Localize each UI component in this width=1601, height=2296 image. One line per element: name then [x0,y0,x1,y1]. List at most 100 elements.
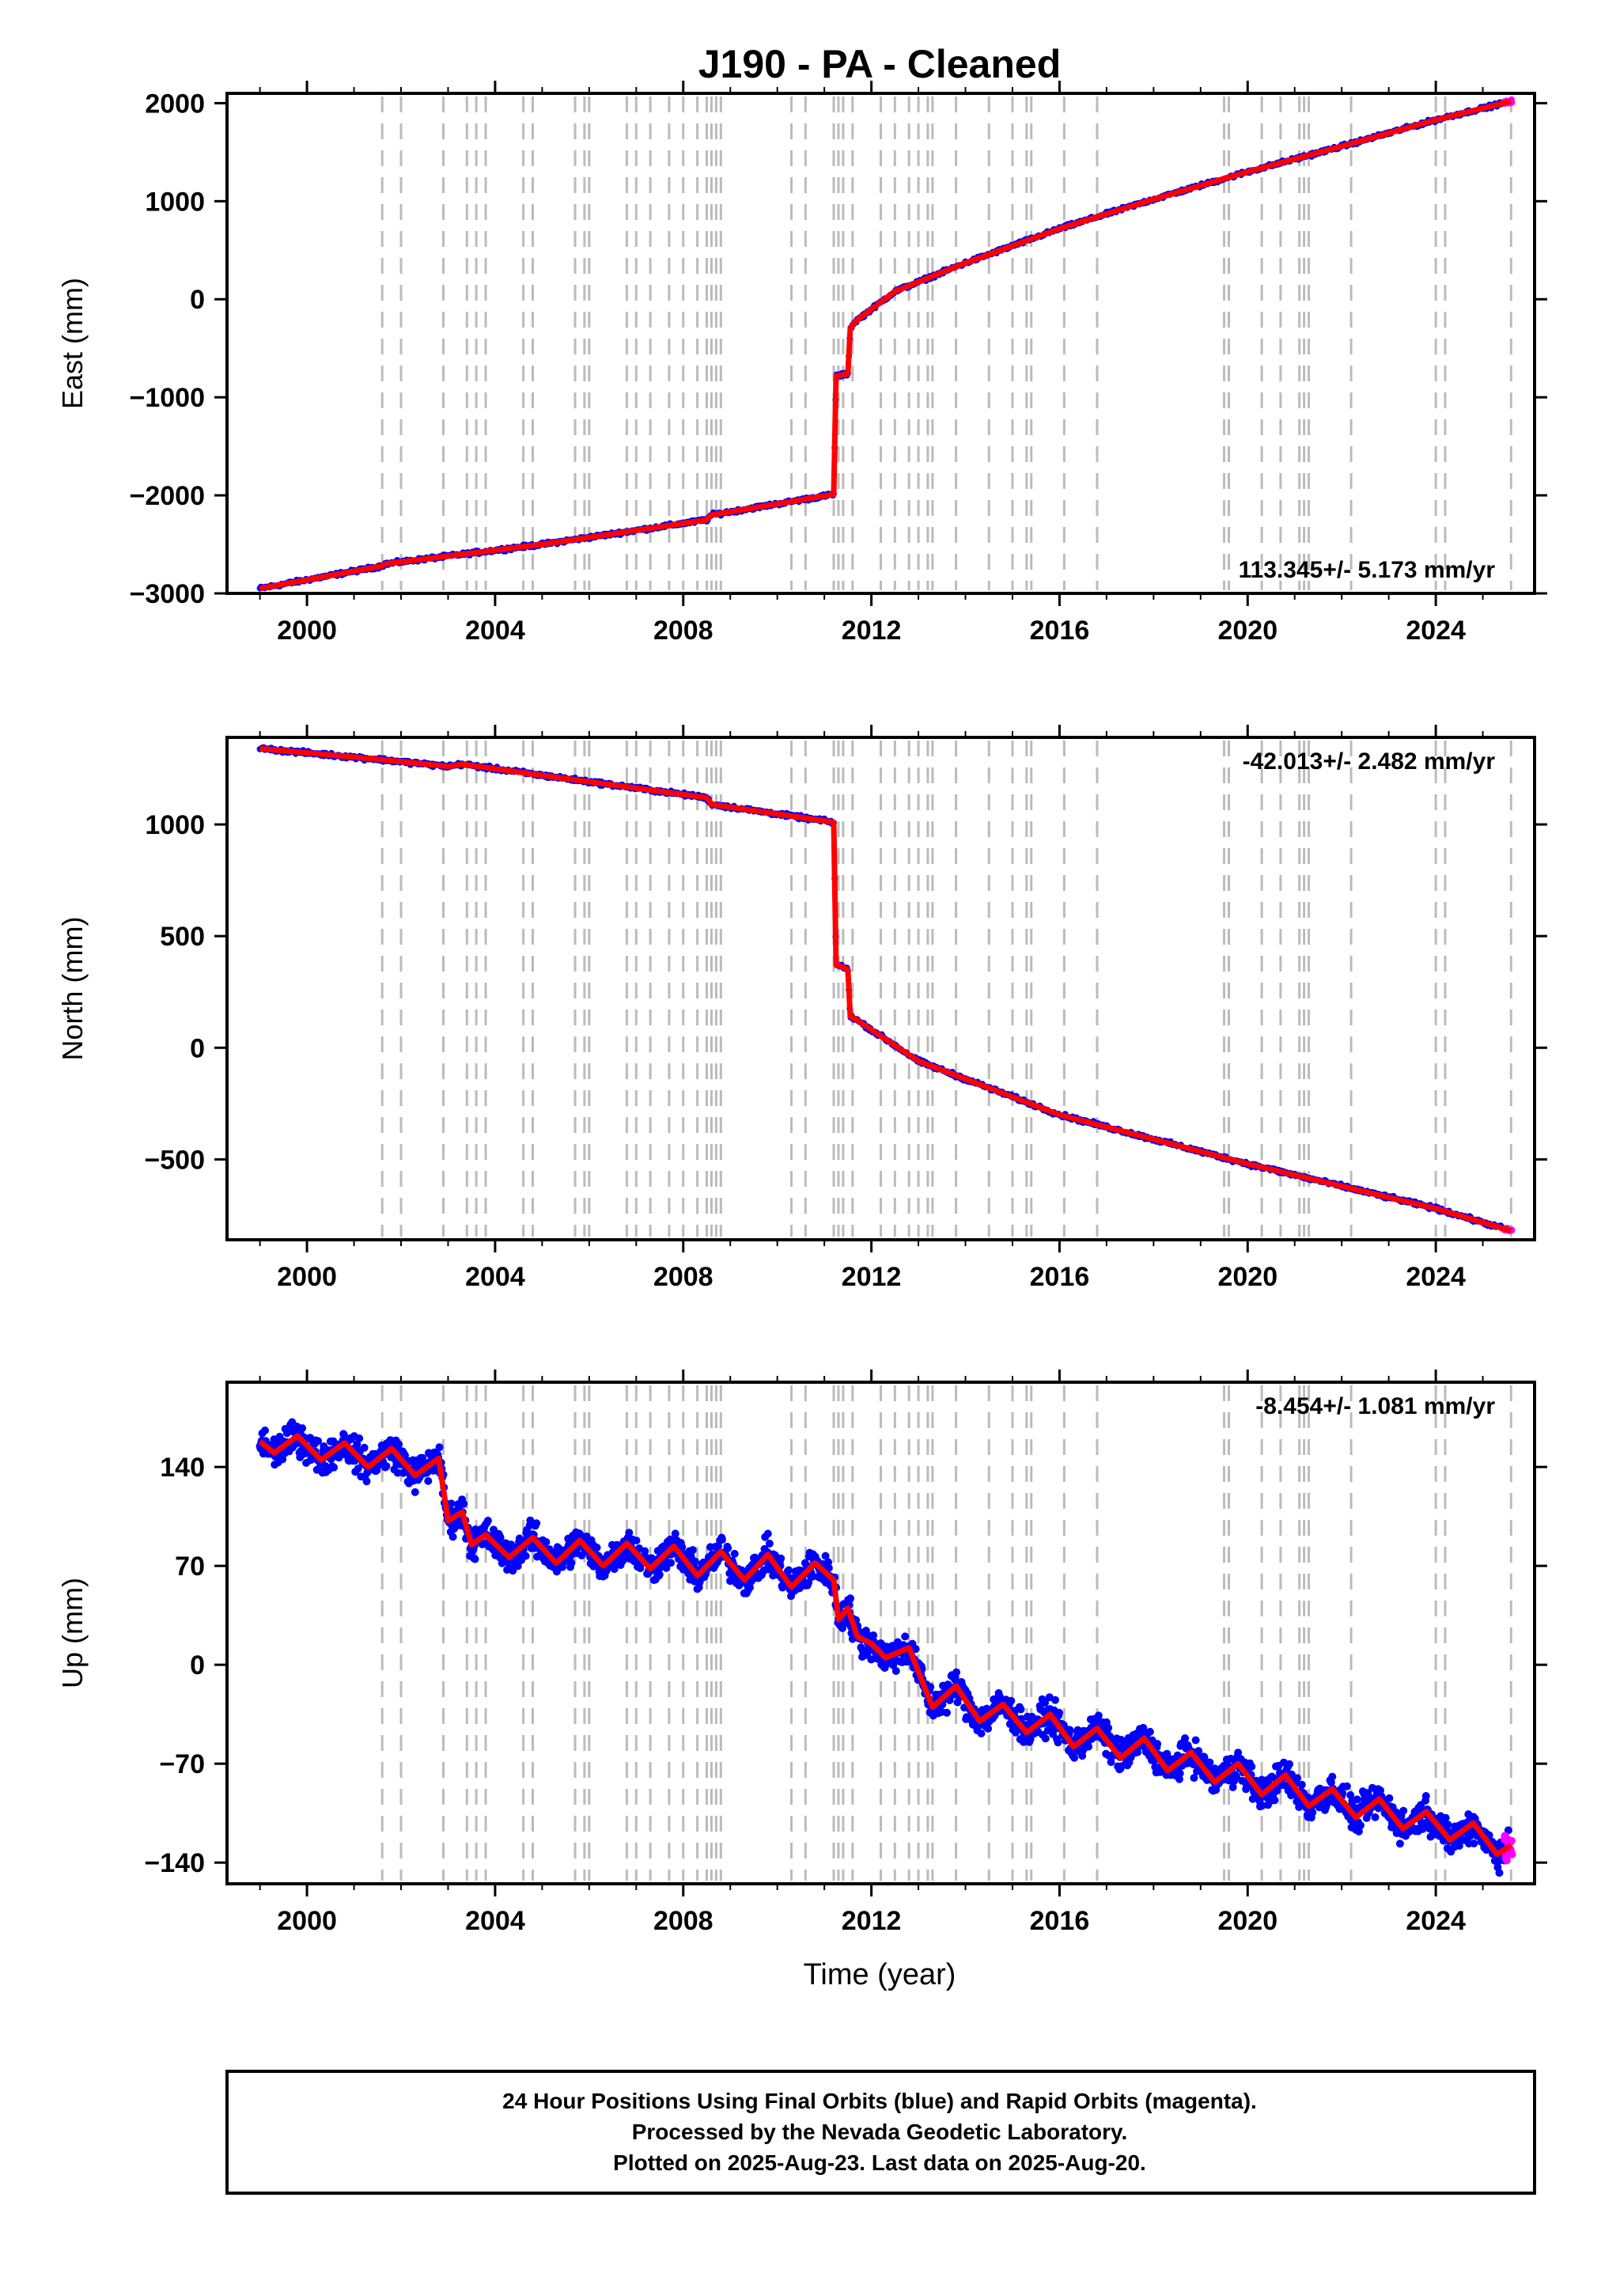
data-point [655,1570,664,1579]
data-point [641,1547,649,1555]
data-point [1328,1772,1337,1781]
data-point [261,1426,269,1434]
y-tick-label: −500 [144,1145,205,1175]
x-tick-label: 2016 [1030,1262,1090,1292]
rate-label: 113.345+/- 5.173 mm/yr [1239,557,1496,583]
data-point [636,1564,645,1573]
data-point [411,1488,419,1496]
panel-up: 2000 2004 2008 2012 2016 2020 2024−140−7007014… [56,1370,1547,1936]
data-point [1205,1758,1214,1767]
data-point [891,1667,900,1675]
data-point [1232,1772,1240,1781]
x-tick-label: 2012 [842,1262,902,1292]
data-point [821,1552,830,1560]
data-point [1270,1796,1279,1805]
data-point [667,1559,676,1567]
data-point [1353,1795,1361,1804]
data-point [1104,1723,1113,1732]
data-point [977,1730,986,1737]
data-point [808,1572,817,1581]
data-point [1342,1782,1351,1790]
data-point [447,1499,456,1508]
data-point [339,1430,348,1439]
data-point [1175,1769,1184,1778]
x-tick-label: 2000 [277,1262,337,1292]
data-point [824,1558,833,1567]
x-tick-label: 2024 [1406,616,1466,646]
data-point [382,1462,391,1471]
data-point [671,1529,679,1538]
data-point [355,1434,364,1442]
data-point [804,1578,813,1587]
data-point [424,1476,433,1485]
data-point [526,1516,535,1525]
data-point [1175,1775,1183,1783]
data-point [471,1555,479,1563]
data-point [1041,1699,1050,1707]
y-tick-label: 500 [160,922,205,952]
data-point [278,1455,287,1464]
data-point [395,1440,403,1449]
rate-label: -42.013+/- 2.482 mm/yr [1243,748,1496,775]
x-tick-label: 2008 [653,616,713,646]
data-point [1007,1696,1016,1705]
data-point [1190,1774,1198,1783]
x-tick-label: 2020 [1217,1262,1277,1292]
plot-frame [225,92,1536,595]
x-tick-label: 2016 [1030,616,1090,646]
data-point [1065,1726,1074,1734]
x-tick-label: 2000 [277,616,337,646]
data-point [718,1536,726,1544]
data-point [509,1567,517,1575]
x-tick-label: 2024 [1406,1262,1466,1292]
data-point [952,1668,961,1677]
data-point [730,1549,739,1558]
data-point [1191,1736,1200,1745]
data-point [1055,1708,1063,1717]
data-point [1228,1783,1237,1791]
data-point [688,1546,697,1555]
y-tick-label: 0 [190,1033,205,1063]
data-point [901,1632,910,1641]
data-point [360,1443,369,1452]
data-point [1134,1748,1142,1756]
data-point [1084,1742,1093,1751]
data-point [1070,1753,1079,1762]
y-tick-label: 1000 [145,187,205,217]
data-point [1297,1780,1306,1789]
y-tick-label: 1000 [145,810,205,840]
data-point [724,1544,732,1552]
data-point [1308,1808,1317,1817]
data-point [567,1559,576,1567]
data-point [785,1566,793,1574]
data-point [1273,1786,1281,1795]
data-point [330,1463,339,1472]
data-point [435,1443,444,1452]
x-tick-label: 2004 [465,1262,525,1292]
data-point [298,1424,307,1433]
data-point [777,1554,785,1563]
data-point [678,1543,687,1552]
data-point [1181,1734,1190,1742]
chart-title: J190 - PA - Cleaned [698,42,1062,86]
data-point [943,1708,951,1717]
data-point [401,1451,409,1460]
data-point [1293,1774,1302,1783]
data-point [532,1519,541,1528]
data-point [521,1552,530,1560]
data-point [1094,1711,1103,1720]
data-point [513,1562,522,1570]
data-point [1234,1749,1243,1757]
data-point [984,1724,993,1733]
y-axis-label: North (mm) [56,917,89,1061]
data-point [662,1563,671,1572]
data-point [460,1499,468,1508]
panel-north: 2000 2004 2008 2012 2016 2020 2024−50005001000… [56,725,1547,1292]
data-point [1285,1760,1294,1768]
y-axis-label: East (mm) [56,278,89,409]
data-point [926,1683,935,1692]
data-point [1247,1762,1256,1771]
model-line [259,745,1512,1234]
data-point [1153,1740,1162,1749]
